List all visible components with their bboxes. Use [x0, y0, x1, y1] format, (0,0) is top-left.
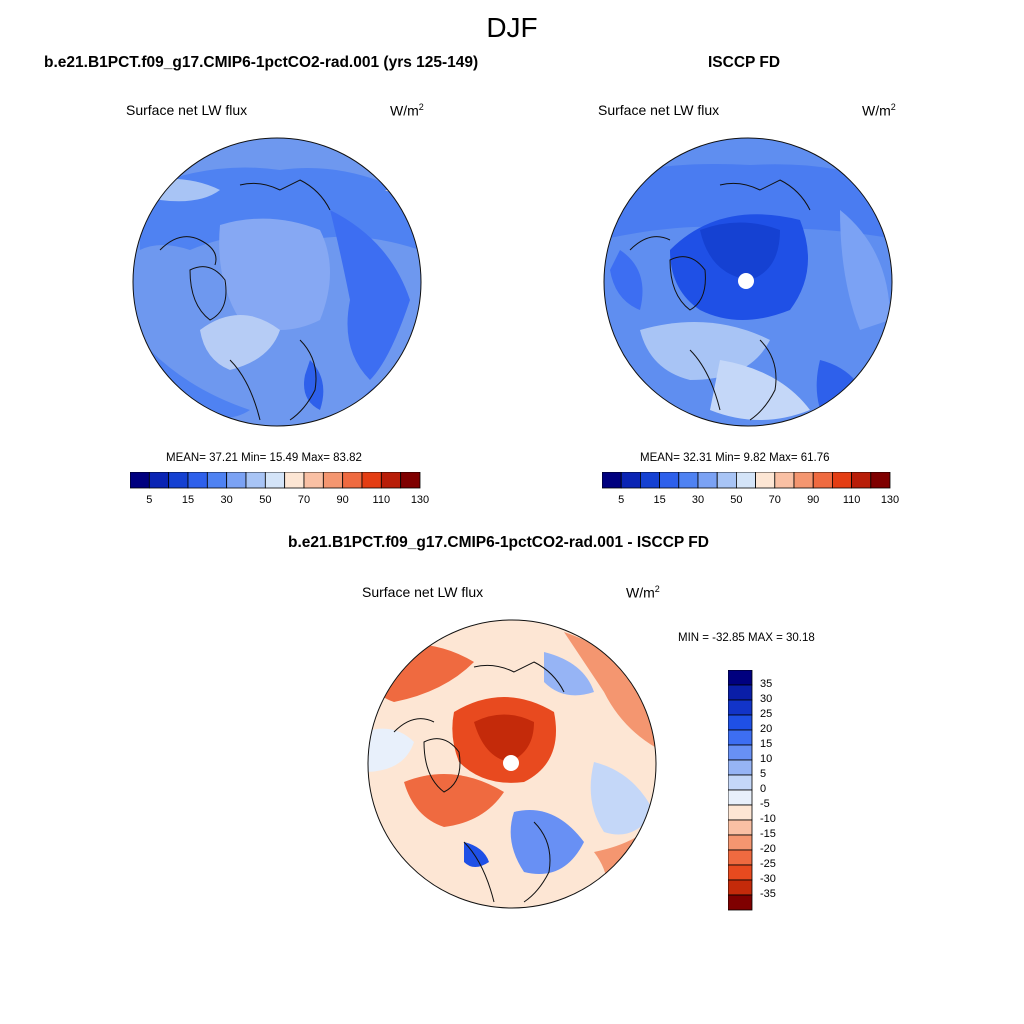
obs-colorbar-tick-label: 5	[618, 494, 625, 506]
diff-colorbar	[728, 670, 753, 911]
diff-colorbar-tick-label: 0	[760, 783, 767, 795]
obs-colorbar-swatch	[793, 472, 814, 489]
diff-colorbar-swatch	[728, 729, 753, 746]
obs-colorbar-tick-label: 90	[807, 494, 820, 506]
model-colorbar-swatch	[226, 472, 247, 489]
diff-colorbar-swatch	[728, 684, 753, 701]
model-units-label: W/m2	[390, 102, 424, 119]
diff-colorbar-tick-label: -25	[760, 858, 776, 870]
obs-colorbar-swatch	[678, 472, 699, 489]
model-colorbar	[130, 472, 421, 489]
diff-colorbar-swatch	[728, 864, 753, 881]
diff-colorbar-tick-label: 5	[760, 768, 767, 780]
diff-colorbar-swatch	[728, 759, 753, 776]
diff-colorbar-swatch	[728, 879, 753, 896]
model-colorbar-tick-label: 50	[259, 494, 272, 506]
obs-colorbar-tick-label: 50	[730, 494, 743, 506]
obs-colorbar-tick-label: 15	[653, 494, 666, 506]
model-colorbar-tick-label: 70	[297, 494, 311, 506]
diff-colorbar-swatch	[728, 849, 753, 866]
model-colorbar-tick-label: 90	[336, 494, 349, 506]
model-panel-title: b.e21.B1PCT.f09_g17.CMIP6-1pctCO2-rad.00…	[44, 54, 479, 71]
diff-units-label: W/m2	[626, 584, 660, 601]
obs-colorbar-swatch	[716, 472, 737, 489]
model-colorbar-swatch	[284, 472, 305, 489]
model-colorbar-swatch	[303, 472, 324, 489]
model-colorbar-swatch	[322, 472, 344, 489]
obs-colorbar	[602, 472, 891, 489]
diff-colorbar-tick-label: -30	[760, 873, 776, 885]
diff-colorbar-tick-label: 30	[760, 693, 773, 705]
obs-colorbar-swatch	[735, 472, 756, 489]
obs-colorbar-swatch	[755, 472, 776, 489]
diff-colorbar-tick-label: -20	[760, 843, 776, 855]
diff-colorbar-labels: 35 30 25 20 15 10 5 0 -5 -10 -15 -20 -25 -30 -35	[760, 670, 800, 912]
model-colorbar-swatch	[264, 472, 286, 489]
diff-colorbar-tick-label: 20	[760, 723, 773, 735]
diff-colorbar-swatch	[728, 699, 753, 716]
diff-colorbar-tick-label: 35	[760, 678, 773, 690]
model-colorbar-tick-label: 5	[146, 494, 153, 506]
obs-colorbar-swatch	[851, 472, 872, 489]
diff-colorbar-tick-label: 15	[760, 738, 773, 750]
obs-colorbar-swatch	[812, 472, 833, 489]
model-polar-map	[132, 137, 422, 427]
model-colorbar-swatch	[148, 472, 170, 489]
model-colorbar-tick-label: 110	[372, 494, 391, 506]
diff-variable-label: Surface net LW flux	[362, 584, 484, 600]
diff-colorbar-swatch	[728, 834, 753, 851]
model-colorbar-tick-label: 15	[181, 494, 195, 506]
diff-colorbar-swatch	[728, 789, 753, 806]
season-title: DJF	[486, 12, 538, 43]
model-colorbar-swatch	[342, 472, 363, 489]
diff-polar-map	[367, 619, 657, 909]
diff-panel-title: b.e21.B1PCT.f09_g17.CMIP6-1pctCO2-rad.00…	[288, 534, 709, 551]
diff-colorbar-swatch	[728, 894, 753, 911]
model-colorbar-swatch	[361, 472, 382, 489]
model-colorbar-swatch	[380, 472, 402, 489]
obs-colorbar-swatch	[870, 472, 891, 489]
obs-colorbar-swatch	[659, 472, 680, 489]
diff-colorbar-swatch	[728, 804, 753, 821]
model-colorbar-tick-label: 30	[220, 494, 233, 506]
model-colorbar-swatch	[187, 472, 208, 489]
obs-colorbar-swatch	[602, 472, 622, 489]
obs-variable-label: Surface net LW flux	[598, 102, 720, 118]
model-colorbar-swatch	[206, 472, 228, 489]
obs-colorbar-tick-label: 130	[880, 494, 900, 506]
model-colorbar-labels: 5 15 30 50 70 90 110 130	[130, 494, 429, 510]
diff-colorbar-tick-label: -10	[760, 813, 776, 825]
obs-colorbar-swatch	[640, 472, 661, 489]
diff-stats: MIN = -32.85 MAX = 30.18	[678, 632, 815, 644]
obs-colorbar-swatch	[831, 472, 852, 489]
model-colorbar-tick-label: 130	[410, 494, 430, 506]
model-variable-label: Surface net LW flux	[126, 102, 248, 118]
obs-units-label: W/m2	[862, 102, 896, 119]
diff-colorbar-tick-label: 25	[760, 708, 773, 720]
model-colorbar-swatch	[130, 472, 150, 489]
diff-colorbar-tick-label: -35	[760, 888, 776, 900]
obs-panel-title: ISCCP FD	[708, 54, 781, 71]
obs-polar-map	[603, 137, 893, 427]
obs-stats: MEAN= 32.31 Min= 9.82 Max= 61.76	[640, 452, 830, 464]
diff-colorbar-swatch	[728, 774, 753, 791]
model-stats: MEAN= 37.21 Min= 15.49 Max= 83.82	[166, 452, 362, 464]
model-colorbar-swatch	[245, 472, 266, 489]
diff-colorbar-tick-label: -5	[760, 798, 770, 810]
model-colorbar-swatch	[168, 472, 189, 489]
diff-colorbar-swatch	[728, 744, 753, 761]
diff-colorbar-swatch	[728, 714, 753, 731]
diff-colorbar-tick-label: -15	[760, 828, 776, 840]
diff-colorbar-swatch	[728, 670, 753, 686]
obs-colorbar-labels: 5 15 30 50 70 90 110 130	[602, 494, 899, 510]
obs-colorbar-swatch	[774, 472, 795, 489]
obs-colorbar-swatch	[697, 472, 718, 489]
obs-colorbar-tick-label: 70	[768, 494, 781, 506]
model-colorbar-swatch	[400, 472, 421, 489]
obs-colorbar-tick-label: 30	[691, 494, 705, 506]
obs-colorbar-tick-label: 110	[842, 494, 861, 506]
obs-colorbar-swatch	[620, 472, 641, 489]
diff-colorbar-swatch	[728, 819, 753, 836]
diff-colorbar-tick-label: 10	[760, 753, 773, 765]
